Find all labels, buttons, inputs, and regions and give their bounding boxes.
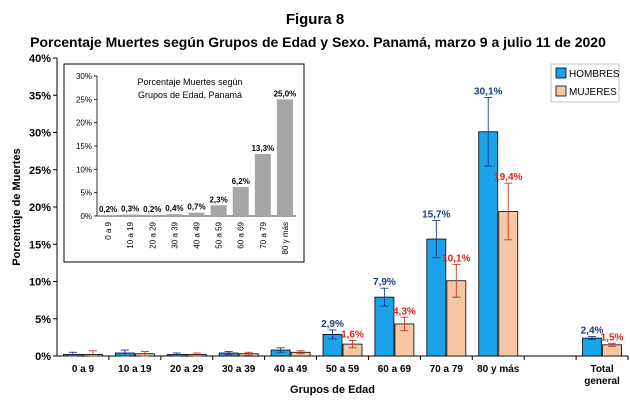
figure-label: Figura 8 xyxy=(286,11,344,28)
inset-y-tick-label: 0% xyxy=(80,212,92,221)
x-tick-label-cont: general xyxy=(584,376,620,387)
inset-y-tick-label: 10% xyxy=(76,165,92,174)
y-tick-label: 0% xyxy=(35,351,51,363)
legend-label-mujeres: MUJERES xyxy=(569,87,617,98)
y-tick-label: 35% xyxy=(29,90,51,102)
inset-x-tick-label: 70 a 79 xyxy=(259,221,268,248)
inset-data-label: 0,2% xyxy=(143,205,161,214)
inset-x-tick-label: 50 a 59 xyxy=(215,221,224,248)
inset-bar-6 xyxy=(232,187,249,216)
chart-title: Porcentaje Muertes según Grupos de Edad … xyxy=(30,34,606,50)
legend-swatch-mujeres xyxy=(555,85,567,97)
data-label-hombres: 15,7% xyxy=(422,209,450,220)
inset-x-tick-label: 10 a 19 xyxy=(126,221,135,248)
y-tick-label: 25% xyxy=(29,165,51,177)
inset-x-tick-label: 30 a 39 xyxy=(170,221,179,248)
y-tick-label: 10% xyxy=(29,277,51,289)
inset-data-label: 13,3% xyxy=(251,144,274,153)
data-label-hombres: 2,9% xyxy=(321,319,344,330)
data-label-hombres: 30,1% xyxy=(474,86,502,97)
y-tick-label: 30% xyxy=(29,128,51,140)
legend-swatch-hombres xyxy=(555,67,567,79)
y-tick-label: 5% xyxy=(35,314,51,326)
inset-x-tick-label: 60 a 69 xyxy=(237,221,246,248)
inset-title-line-1: Porcentaje Muertes según xyxy=(137,77,242,87)
inset-y-tick-label: 30% xyxy=(76,72,92,81)
data-label-hombres: 7,9% xyxy=(373,277,396,288)
inset-x-tick-label: 80 y más xyxy=(281,222,290,254)
inset-plot: 0% 5% 10% 15% 20% 25% 30% 0,2% 0 a 9 0,3% 10 a 19 0… xyxy=(76,72,296,254)
inset-bar-5 xyxy=(210,205,227,216)
y-tick-label: 20% xyxy=(29,202,51,214)
inset-data-label: 0,7% xyxy=(187,203,205,212)
inset-bar-7 xyxy=(254,153,271,216)
data-label-mujeres: 1,6% xyxy=(341,329,364,340)
inset-data-label: 0,2% xyxy=(99,205,117,214)
inset-y-tick-label: 25% xyxy=(76,95,92,104)
x-tick-label: 30 a 39 xyxy=(222,364,256,375)
x-tick-label: 70 a 79 xyxy=(430,364,464,375)
x-tick-label: 20 a 29 xyxy=(170,364,204,375)
x-tick-label: 80 y más xyxy=(477,364,520,375)
inset-x-tick-label: 20 a 29 xyxy=(148,221,157,248)
bar-hombres-10 xyxy=(582,337,602,357)
inset-y-tick-label: 5% xyxy=(80,189,92,198)
y-tick-label: 15% xyxy=(29,239,51,251)
inset-bar-4 xyxy=(188,212,205,216)
inset-bar-2 xyxy=(144,215,161,216)
legend: HOMBRES MUJERES xyxy=(550,63,620,103)
inset-bar-3 xyxy=(166,214,183,216)
x-tick-label: 40 a 49 xyxy=(274,364,308,375)
inset-y-tick-label: 15% xyxy=(76,142,92,151)
x-tick-label: 60 a 69 xyxy=(378,364,412,375)
inset-bar-8 xyxy=(276,99,293,216)
inset-data-label: 2,3% xyxy=(209,195,227,204)
x-axis-label: Grupos de Edad xyxy=(290,384,375,396)
data-label-hombres: 2,4% xyxy=(581,326,604,337)
data-label-mujeres: 1,5% xyxy=(601,332,624,343)
inset-data-label: 0,3% xyxy=(121,205,139,214)
x-tick-label: 10 a 19 xyxy=(118,364,152,375)
x-tick-label: 50 a 59 xyxy=(326,364,360,375)
inset-data-label: 0,4% xyxy=(165,204,183,213)
x-tick-label: Total xyxy=(590,364,613,375)
inset-title-line-2: Grupos de Edad, Panamá xyxy=(138,90,242,100)
y-axis-label: Porcentaje de Muertes xyxy=(11,148,23,265)
inset-bar-0 xyxy=(100,215,117,216)
main-chart: 0% 5% 10% 15% 20% 25% 30% 35% 40% Porcentaje de M… xyxy=(11,53,629,396)
inset-x-tick-label: 40 a 49 xyxy=(193,221,202,248)
inset-data-label: 25,0% xyxy=(274,89,297,98)
y-tick-label: 40% xyxy=(29,53,51,65)
x-tick-label: 0 a 9 xyxy=(72,364,95,375)
inset-x-tick-label: 0 a 9 xyxy=(104,221,113,239)
inset-chart: Porcentaje Muertes según Grupos de Edad,… xyxy=(63,63,305,263)
inset-data-label: 6,2% xyxy=(232,177,250,186)
inset-bar-1 xyxy=(122,214,139,216)
legend-label-hombres: HOMBRES xyxy=(569,69,620,80)
data-label-mujeres: 10,1% xyxy=(442,253,470,264)
data-label-mujeres: 19,4% xyxy=(494,172,522,183)
data-label-mujeres: 4,3% xyxy=(393,306,416,317)
inset-y-tick-label: 20% xyxy=(76,119,92,128)
